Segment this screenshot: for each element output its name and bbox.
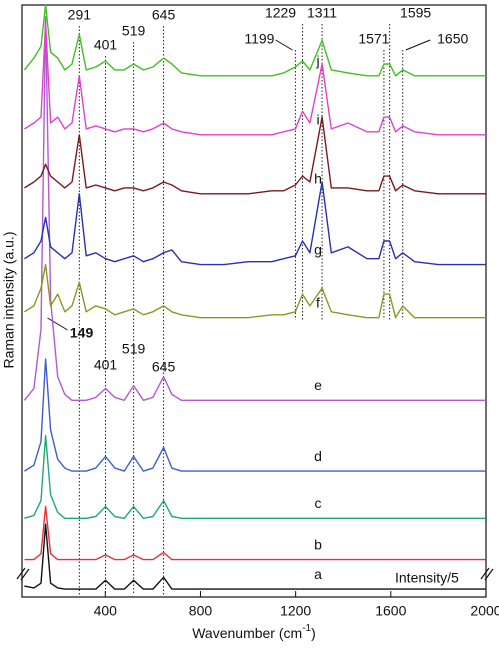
spectrum-line [24, 22, 486, 136]
series-label: d [314, 448, 322, 464]
peak-arrow [275, 39, 293, 51]
axis-break [16, 567, 26, 580]
spectrum-line [23, 4, 486, 77]
peak-label: 149 [70, 325, 94, 341]
peak-label: 1229 [265, 5, 296, 21]
plot-frame [21, 4, 487, 598]
x-tick-label: 800 [189, 603, 213, 619]
series-label: a [314, 566, 322, 582]
spectrum-line [24, 263, 486, 319]
spectrum-line [24, 116, 486, 195]
intensity-note: Intensity/5 [395, 570, 459, 586]
axis-breaks [16, 567, 494, 581]
x-tick-label: 1600 [375, 603, 406, 619]
spectrum-line [24, 505, 486, 561]
y-axis-label: Raman intensity (a.u.) [1, 232, 17, 369]
peak-label: 645 [152, 359, 176, 375]
x-label-main: Wavenumber (cm [192, 625, 302, 641]
peak-label: 519 [122, 341, 146, 357]
spectrum-line [24, 358, 486, 472]
peak-arrow [47, 317, 68, 331]
series-label: b [314, 536, 322, 552]
series-label: e [314, 377, 322, 393]
peak-label: 519 [122, 23, 146, 39]
spectrum-line [24, 435, 486, 519]
series-label: f [316, 294, 320, 310]
x-label-sup: -1 [302, 623, 311, 634]
x-tick-label: 2000 [470, 603, 499, 619]
axis-break [484, 568, 494, 581]
axis-break [480, 567, 490, 580]
x-tick-label: 1200 [280, 603, 311, 619]
peak-label: 1199 [244, 31, 274, 47]
peak-label: 401 [94, 37, 118, 53]
series-label: g [314, 241, 322, 257]
x-axis-label: Wavenumber (cm-1) [192, 623, 316, 641]
spectrum-line [24, 523, 486, 590]
series-label: h [314, 171, 322, 187]
x-tick-label: 400 [94, 603, 118, 619]
x-label-end: ) [311, 625, 316, 641]
peak-label: 645 [152, 7, 176, 23]
spectrum-line [23, 16, 486, 401]
peak-label: 401 [94, 357, 118, 373]
series-label: j [315, 53, 319, 69]
peak-label: 1571 [358, 31, 389, 47]
peak-label: 291 [68, 7, 92, 23]
series-label: i [316, 112, 319, 128]
peak-label: 1311 [307, 5, 337, 21]
series-label: c [315, 495, 322, 511]
axis-break [20, 568, 30, 581]
spectrum-line [24, 181, 486, 266]
peak-arrow [405, 39, 431, 51]
peak-label: 1650 [437, 31, 468, 47]
peak-label: 1595 [400, 5, 431, 21]
